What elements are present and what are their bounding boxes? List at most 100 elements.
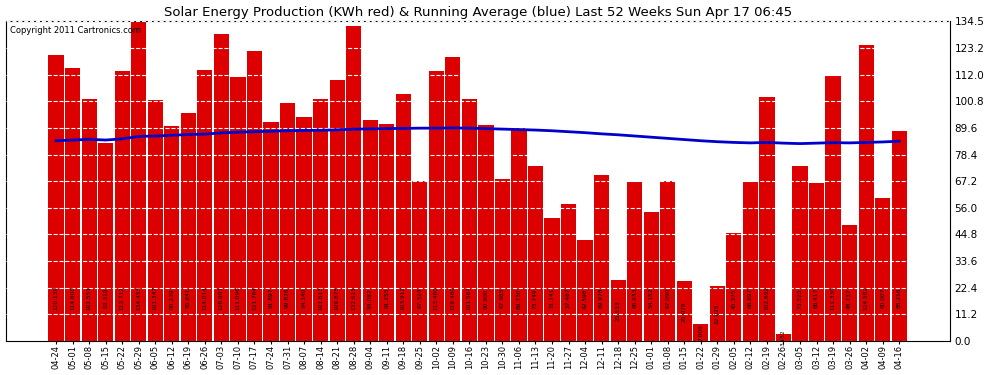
Bar [362, 120, 378, 341]
Bar [247, 51, 262, 341]
Bar [98, 143, 113, 341]
Bar [379, 124, 394, 341]
Bar [131, 21, 147, 341]
Bar [577, 240, 593, 341]
Title: Solar Energy Production (KWh red) & Running Average (blue) Last 52 Weeks Sun Apr: Solar Energy Production (KWh red) & Runn… [163, 6, 792, 18]
Bar [809, 183, 824, 341]
Bar [759, 97, 774, 341]
Text: 101.347: 101.347 [152, 286, 157, 310]
Bar [611, 280, 626, 341]
Bar [313, 99, 329, 341]
Bar [429, 71, 444, 341]
Bar [644, 212, 658, 341]
Bar [561, 204, 576, 341]
Text: 101.551: 101.551 [87, 286, 92, 310]
Bar [280, 104, 295, 341]
Text: 51.741: 51.741 [549, 288, 554, 308]
Bar [65, 69, 80, 341]
Text: 121.764: 121.764 [252, 286, 257, 310]
Bar [263, 123, 278, 341]
Text: 124.582: 124.582 [863, 286, 868, 310]
Text: 54.152: 54.152 [648, 288, 653, 309]
Text: 42.598: 42.598 [582, 288, 588, 309]
Bar [727, 233, 742, 341]
Bar [296, 117, 312, 341]
Text: 134.453: 134.453 [137, 286, 142, 310]
Bar [115, 70, 130, 341]
Text: 101.567: 101.567 [467, 286, 472, 310]
Bar [693, 324, 709, 341]
Text: 73.525: 73.525 [798, 288, 803, 309]
Bar [346, 26, 361, 341]
Bar [396, 94, 411, 341]
Text: 22.925: 22.925 [715, 303, 720, 324]
Text: 95.841: 95.841 [186, 288, 191, 309]
Text: 120.139: 120.139 [53, 286, 58, 310]
Text: 66.933: 66.933 [633, 288, 638, 308]
Text: 7.009: 7.009 [698, 324, 703, 341]
Bar [677, 281, 692, 341]
Text: 45.375: 45.375 [732, 288, 737, 309]
Bar [710, 286, 725, 341]
Text: 111.330: 111.330 [831, 286, 836, 310]
Bar [528, 166, 544, 341]
Bar [197, 70, 213, 341]
Bar [544, 218, 559, 341]
Text: 90.239: 90.239 [169, 288, 174, 309]
Bar [214, 34, 229, 341]
Text: 89.730: 89.730 [517, 288, 522, 309]
Bar [478, 125, 493, 341]
Bar [627, 182, 643, 341]
Text: 114.600: 114.600 [70, 286, 75, 310]
Text: 102.692: 102.692 [764, 286, 769, 310]
Text: 101.613: 101.613 [318, 286, 323, 310]
Bar [164, 126, 179, 341]
Bar [776, 333, 791, 341]
Text: 128.907: 128.907 [219, 286, 224, 310]
Bar [858, 45, 874, 341]
Text: 66.897: 66.897 [747, 288, 753, 308]
Text: 67.985: 67.985 [500, 288, 505, 309]
Text: 66.417: 66.417 [814, 288, 819, 308]
Bar [148, 100, 163, 341]
Text: 119.460: 119.460 [450, 286, 455, 310]
Bar [412, 181, 428, 341]
Text: 25.078: 25.078 [682, 301, 687, 321]
Text: 67.324: 67.324 [417, 288, 423, 309]
Bar [330, 80, 345, 341]
Text: 73.749: 73.749 [533, 288, 538, 309]
Text: 88.216: 88.216 [897, 288, 902, 308]
Text: 93.082: 93.082 [367, 288, 372, 309]
Bar [742, 182, 758, 341]
Bar [495, 179, 510, 341]
Bar [660, 182, 675, 341]
Bar [461, 99, 477, 341]
Text: 113.460: 113.460 [434, 286, 439, 310]
Bar [446, 57, 460, 341]
Text: 103.912: 103.912 [401, 286, 406, 310]
Text: 113.712: 113.712 [120, 286, 125, 310]
Bar [81, 99, 97, 341]
Text: 91.897: 91.897 [268, 288, 273, 309]
Text: 3.152: 3.152 [781, 329, 786, 346]
Bar [875, 198, 890, 341]
Text: 48.737: 48.737 [847, 288, 852, 309]
Bar [792, 166, 808, 341]
Bar [512, 128, 527, 341]
Bar [594, 175, 609, 341]
Text: Copyright 2011 Cartronics.com: Copyright 2011 Cartronics.com [10, 26, 142, 35]
Bar [181, 113, 196, 341]
Text: 109.875: 109.875 [335, 286, 340, 310]
Text: 90.900: 90.900 [483, 288, 488, 309]
Bar [231, 77, 246, 341]
Text: 83.318: 83.318 [103, 288, 108, 309]
Text: 91.255: 91.255 [384, 288, 389, 309]
Text: 114.014: 114.014 [202, 286, 207, 310]
Bar [842, 225, 857, 341]
Text: 99.876: 99.876 [285, 288, 290, 309]
Text: 57.467: 57.467 [566, 288, 571, 309]
Bar [892, 131, 907, 341]
Text: 111.096: 111.096 [236, 286, 241, 310]
Text: 67.090: 67.090 [665, 288, 670, 309]
Text: 69.978: 69.978 [599, 288, 604, 309]
